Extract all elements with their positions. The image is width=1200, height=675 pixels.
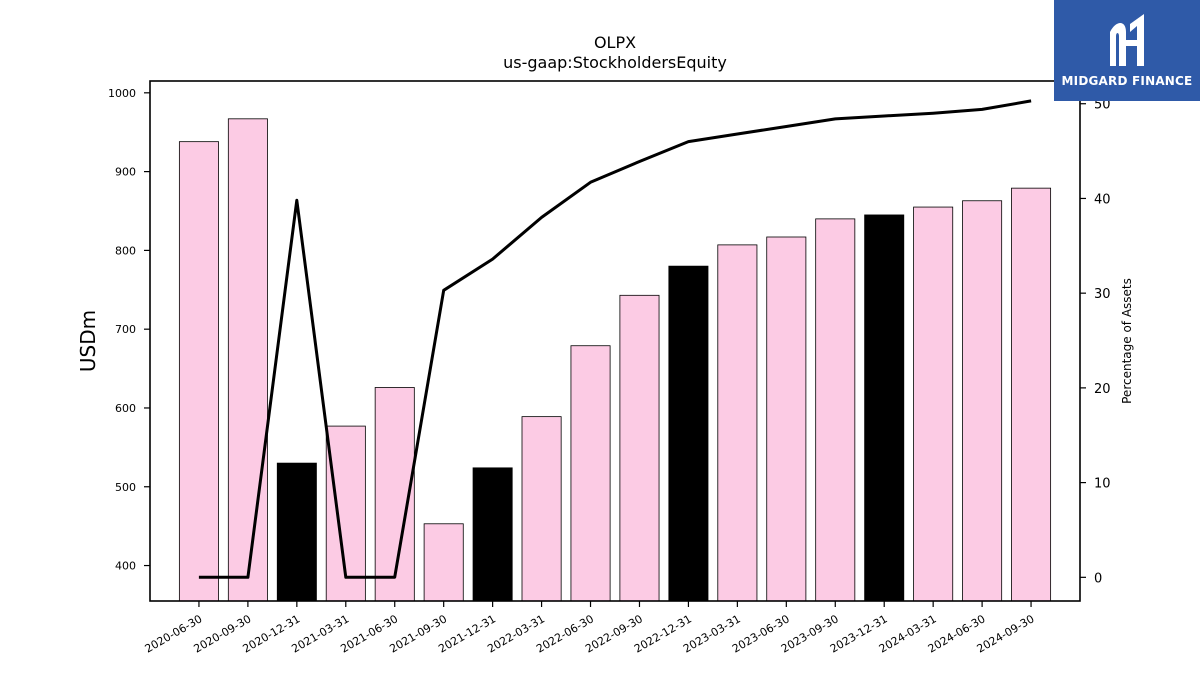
brand-mark-icon <box>1110 14 1144 66</box>
y-tick-label: 1000 <box>108 87 136 100</box>
y-tick-label: 700 <box>115 323 136 336</box>
percentage-line <box>198 99 1032 579</box>
bar <box>815 218 856 602</box>
bar <box>668 265 709 602</box>
y-tick-label: 500 <box>115 481 136 494</box>
brand-name: MIDGARD FINANCE <box>1061 74 1193 88</box>
line-layer <box>198 99 1032 579</box>
y2-tick-label: 40 <box>1094 192 1111 207</box>
bar <box>521 416 562 602</box>
y2-tick-label: 30 <box>1094 287 1111 302</box>
plot-frame <box>149 80 1081 602</box>
bar <box>619 294 660 602</box>
y-tick-label: 800 <box>115 244 136 257</box>
bar <box>1011 187 1052 602</box>
bar <box>570 345 611 602</box>
y2-tick-label: 20 <box>1094 382 1111 397</box>
y-tick-label: 600 <box>115 402 136 415</box>
bars-layer <box>178 118 1052 602</box>
chart-title: OLPX <box>594 33 636 52</box>
y-axis-label: USDm <box>76 310 100 372</box>
bar <box>178 141 219 602</box>
y-tick-label: 400 <box>115 560 136 573</box>
bar <box>276 462 317 602</box>
bar <box>864 214 905 602</box>
brand-logo: MIDGARD FINANCE <box>1054 0 1200 101</box>
bar <box>766 236 807 602</box>
bar <box>962 200 1003 602</box>
y2-axis-label: Percentage of Assets <box>1120 278 1134 404</box>
bar <box>913 206 954 602</box>
chart-subtitle: us-gaap:StockholdersEquity <box>503 53 727 72</box>
bar <box>472 467 513 602</box>
y2-tick-label: 0 <box>1094 571 1102 586</box>
y2-tick-label: 50 <box>1094 98 1111 113</box>
bar <box>717 244 758 602</box>
y-tick-label: 900 <box>115 166 136 179</box>
y2-tick-label: 10 <box>1094 477 1111 492</box>
bar <box>227 118 268 602</box>
bar <box>423 523 464 602</box>
